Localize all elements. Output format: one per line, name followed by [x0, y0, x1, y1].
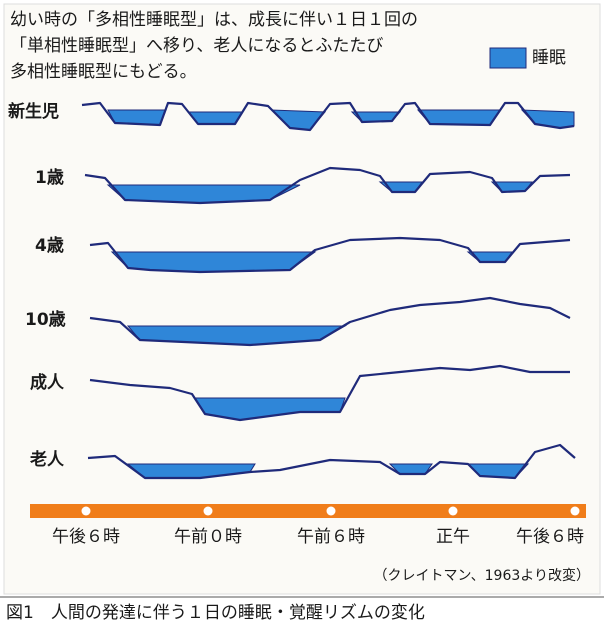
- source: （クレイトマン、1963より改変）: [373, 567, 590, 584]
- legend-swatch: [489, 47, 527, 69]
- panel: [3, 3, 601, 595]
- row-label: 10歳: [25, 309, 66, 330]
- time-bar: [30, 504, 586, 518]
- time-label: 正午: [436, 527, 470, 547]
- time-label: 午前０時: [174, 527, 242, 547]
- row-label: 4歳: [35, 235, 64, 256]
- time-label: 午後６時: [52, 527, 120, 547]
- title-line: 多相性睡眠型にもどる。: [10, 62, 197, 82]
- row-label: 1歳: [35, 167, 64, 188]
- time-dots: [81, 506, 580, 516]
- row-label: 成人: [30, 372, 65, 393]
- legend-label: 睡眠: [532, 48, 566, 68]
- time-label: 午前６時: [297, 527, 365, 547]
- title-line: 「単相性睡眠型」へ移り、老人になるとふたたび: [10, 36, 383, 56]
- time-label: 午後６時: [516, 527, 584, 547]
- rhythm-lines: [81, 101, 576, 480]
- row-label: 新生児: [8, 101, 59, 122]
- title-line: 幼い時の「多相性睡眠型」は、成長に伴い１日１回の: [10, 10, 418, 30]
- caption: 図1 人間の発達に伴う１日の睡眠・覚醒リズムの変化: [6, 603, 425, 623]
- row-label: 老人: [29, 449, 65, 470]
